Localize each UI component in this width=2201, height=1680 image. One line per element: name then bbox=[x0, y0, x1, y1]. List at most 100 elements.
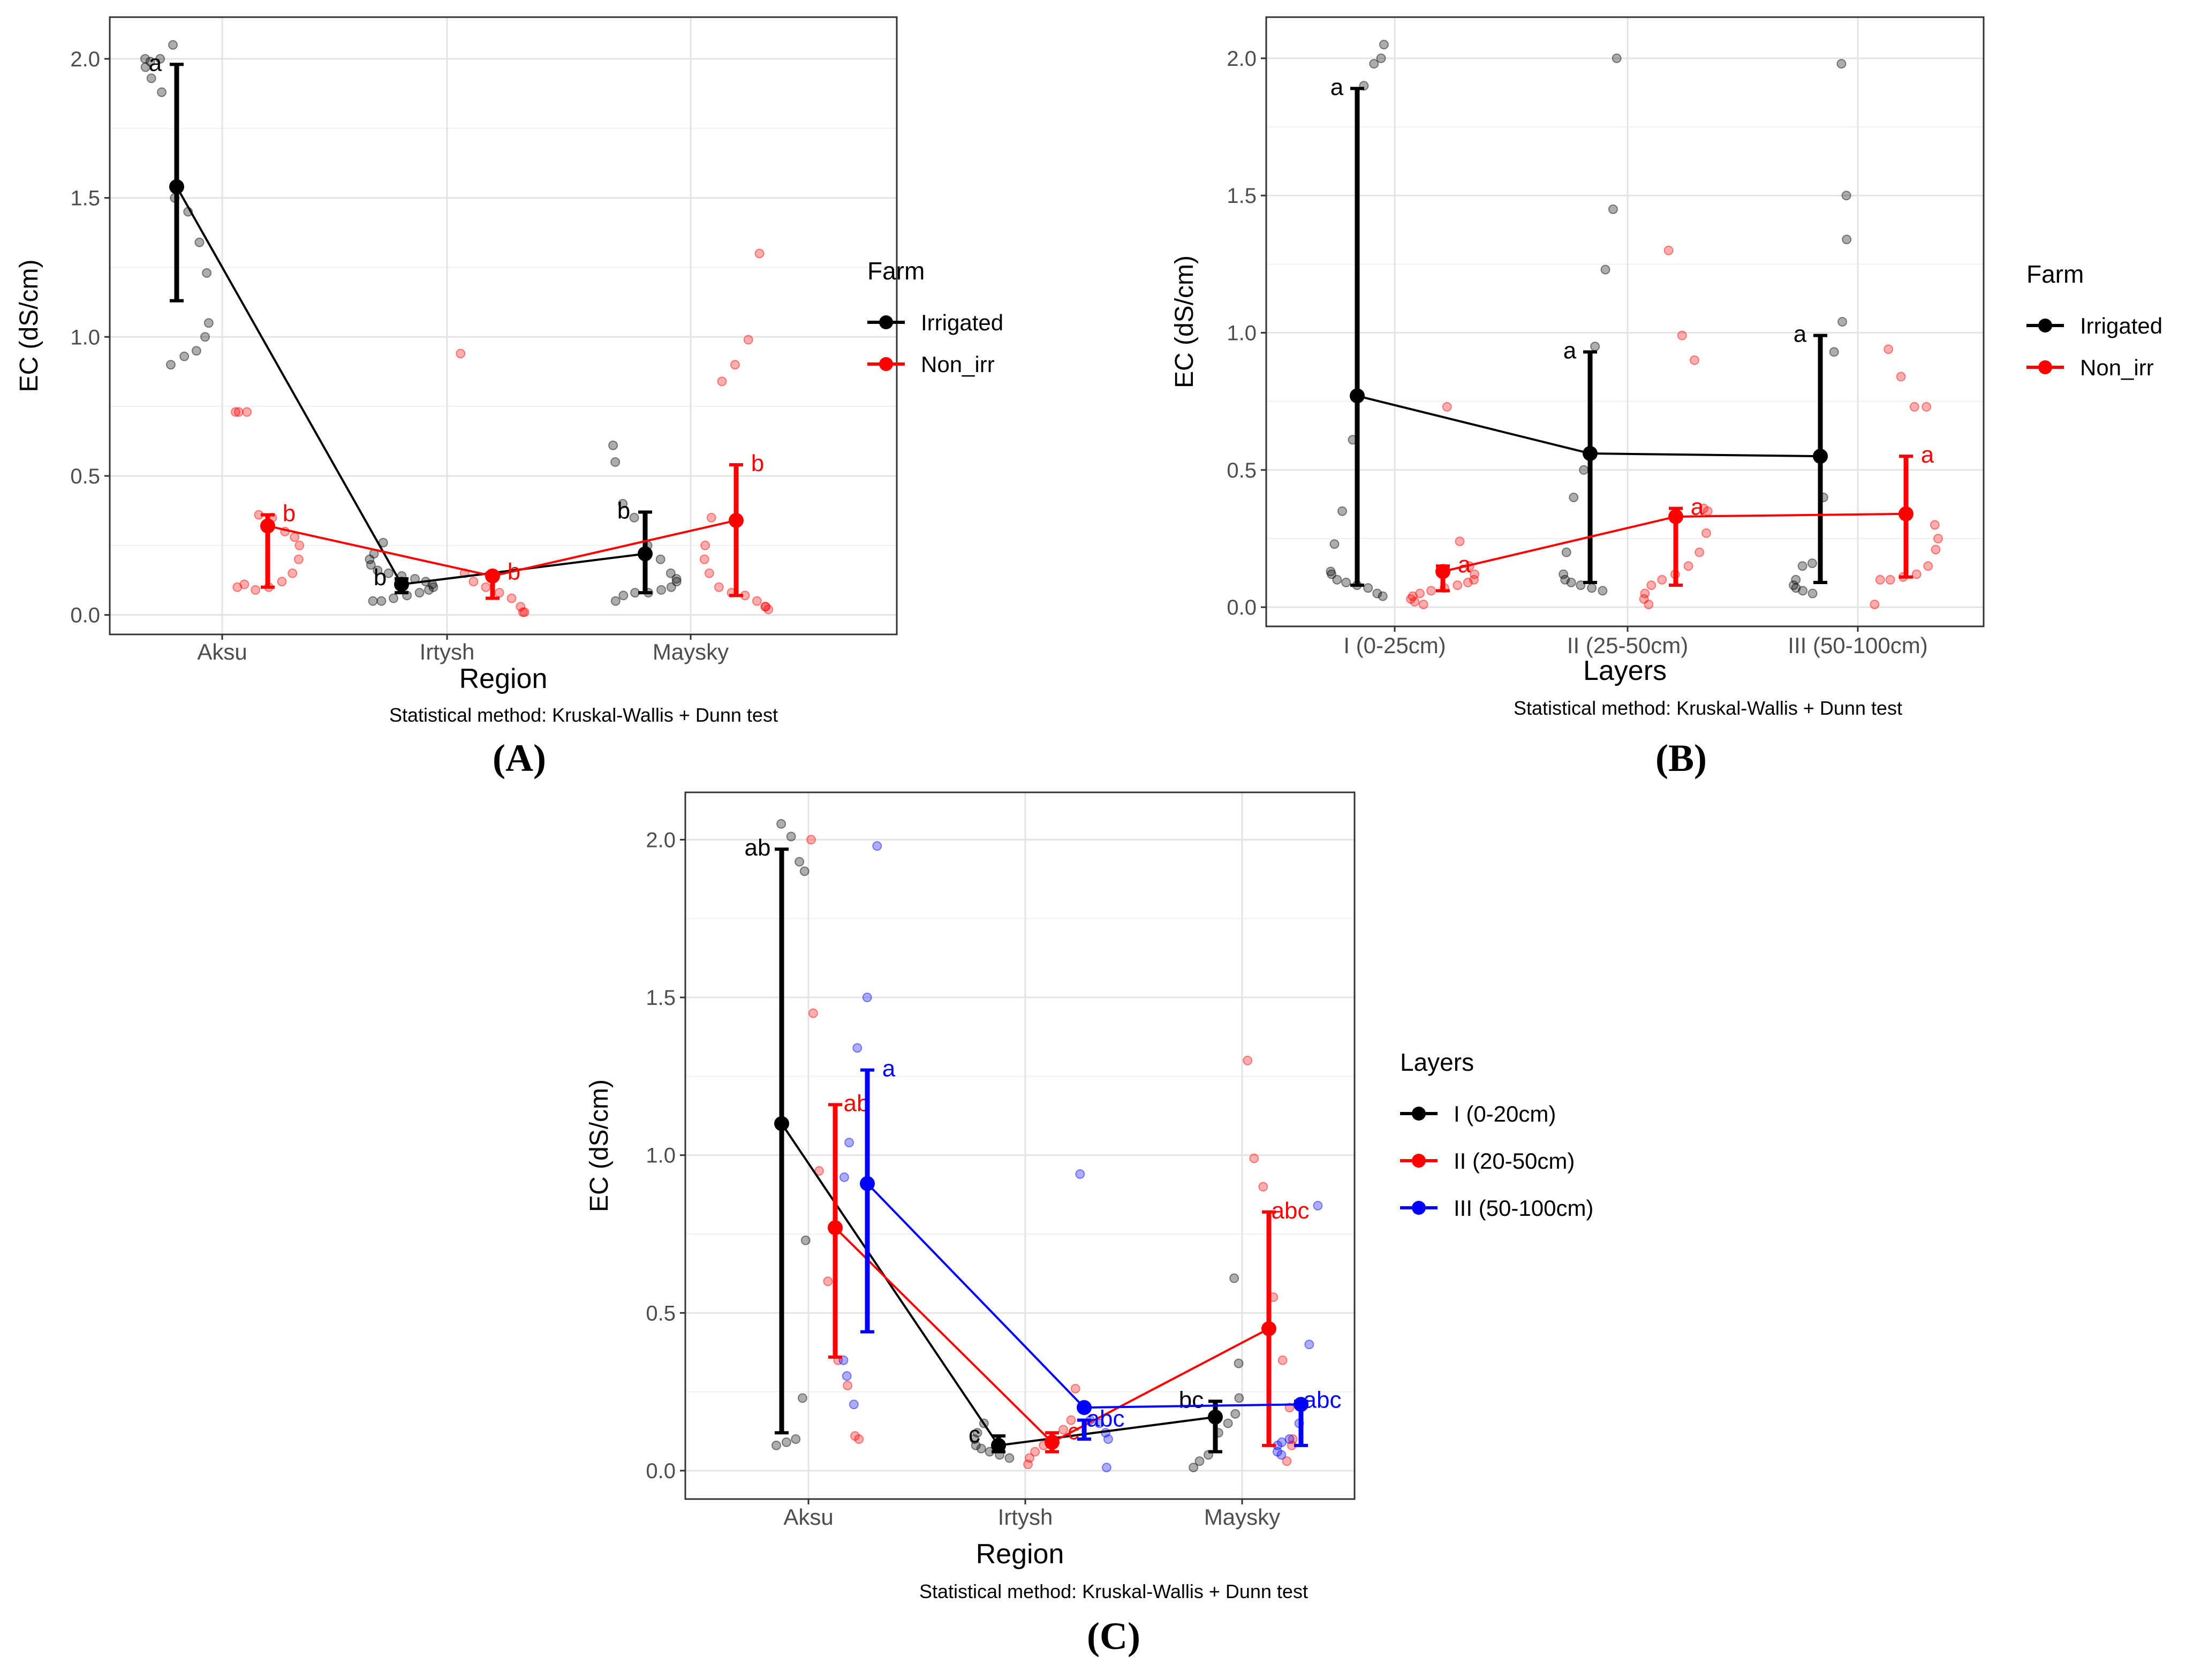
data-point bbox=[368, 596, 378, 606]
data-point bbox=[1657, 574, 1667, 585]
data-point bbox=[1455, 536, 1465, 547]
significance-letter: c bbox=[1068, 1418, 1079, 1444]
data-point bbox=[168, 40, 178, 50]
plot-border bbox=[1265, 16, 1985, 627]
data-point bbox=[203, 318, 214, 328]
data-point bbox=[165, 360, 176, 370]
data-point bbox=[1406, 594, 1416, 604]
data-point bbox=[140, 62, 150, 72]
data-point bbox=[1453, 580, 1463, 591]
data-point bbox=[666, 582, 676, 592]
significance-letter: b bbox=[283, 501, 296, 527]
data-point bbox=[1075, 1169, 1085, 1179]
data-point bbox=[743, 335, 753, 345]
data-point bbox=[1933, 533, 1943, 543]
data-point bbox=[1363, 583, 1373, 593]
mean-point bbox=[1813, 449, 1828, 464]
y-tick-label: 2.0 bbox=[70, 48, 100, 71]
y-tick-label: 1.5 bbox=[1227, 184, 1257, 208]
data-point bbox=[610, 457, 621, 467]
data-point bbox=[231, 407, 241, 417]
data-point bbox=[1600, 264, 1610, 275]
data-point bbox=[1639, 594, 1649, 604]
significance-letter: b bbox=[508, 559, 520, 585]
data-point bbox=[1569, 493, 1579, 503]
significance-letter: abc bbox=[1304, 1387, 1342, 1413]
data-point bbox=[1258, 1182, 1268, 1192]
x-tick-label: Maysky bbox=[653, 639, 729, 664]
x-axis-title: Layers bbox=[1583, 655, 1667, 686]
data-point bbox=[1469, 574, 1479, 585]
legend-label: Non_irr bbox=[2080, 355, 2154, 380]
mean-point bbox=[774, 1116, 789, 1131]
data-point bbox=[1410, 596, 1420, 607]
data-point bbox=[704, 568, 714, 578]
data-point bbox=[1884, 344, 1894, 354]
significance-letter: ab bbox=[745, 835, 771, 861]
mean-point bbox=[1077, 1400, 1092, 1416]
data-point bbox=[1579, 465, 1589, 475]
legend-label: I (0-20cm) bbox=[1454, 1101, 1556, 1126]
data-point bbox=[1695, 547, 1705, 557]
data-point bbox=[1842, 234, 1852, 245]
mean-point bbox=[485, 568, 500, 584]
data-point bbox=[1376, 53, 1386, 63]
data-point bbox=[1829, 347, 1839, 357]
plot-area bbox=[1266, 17, 1984, 626]
data-point bbox=[1442, 402, 1452, 412]
y-tick-label: 1.0 bbox=[70, 326, 100, 349]
data-point bbox=[976, 1443, 986, 1454]
data-point bbox=[294, 540, 305, 550]
data-point bbox=[1470, 569, 1480, 579]
legend-key-point bbox=[1412, 1201, 1426, 1215]
legend-title: Farm bbox=[2026, 260, 2084, 288]
data-point bbox=[1058, 1425, 1068, 1435]
data-point bbox=[1683, 561, 1693, 571]
data-point bbox=[1276, 1450, 1287, 1460]
data-point bbox=[754, 248, 765, 259]
data-point bbox=[1612, 53, 1622, 63]
data-point bbox=[1689, 355, 1699, 365]
data-point bbox=[1836, 59, 1847, 69]
data-point bbox=[1070, 1383, 1080, 1394]
significance-letter: a bbox=[882, 1056, 896, 1082]
data-point bbox=[1372, 588, 1382, 599]
data-point bbox=[233, 407, 244, 417]
data-point bbox=[1566, 577, 1576, 587]
data-point bbox=[1644, 599, 1654, 609]
data-point bbox=[1229, 1273, 1239, 1283]
data-point bbox=[1598, 586, 1608, 596]
data-point bbox=[1698, 503, 1708, 513]
significance-letter: b bbox=[374, 564, 387, 591]
x-tick-label: I (0-25cm) bbox=[1343, 633, 1446, 658]
significance-letter: bc bbox=[1179, 1387, 1204, 1413]
data-point bbox=[795, 857, 805, 867]
mean-point bbox=[1435, 564, 1450, 579]
data-point bbox=[872, 841, 882, 851]
data-point bbox=[862, 993, 872, 1003]
data-point bbox=[1304, 1340, 1314, 1350]
data-point bbox=[1463, 577, 1473, 587]
data-point bbox=[1646, 580, 1657, 591]
data-point bbox=[1798, 586, 1808, 596]
data-point bbox=[1272, 1447, 1282, 1457]
data-point bbox=[1587, 583, 1597, 593]
data-point bbox=[618, 498, 628, 509]
panel-label: (C) bbox=[1087, 1615, 1140, 1658]
data-point bbox=[1896, 372, 1906, 382]
data-point bbox=[157, 87, 167, 97]
data-point bbox=[630, 588, 640, 598]
data-point bbox=[1277, 1355, 1288, 1365]
data-point bbox=[852, 1043, 863, 1053]
data-point bbox=[1332, 574, 1342, 585]
data-point bbox=[518, 607, 528, 617]
data-point bbox=[428, 582, 438, 592]
data-point bbox=[1930, 520, 1940, 530]
data-point bbox=[791, 1434, 801, 1444]
mean-point bbox=[991, 1437, 1006, 1453]
data-point bbox=[700, 540, 710, 550]
data-point bbox=[202, 268, 212, 278]
data-point bbox=[1426, 586, 1436, 596]
chart-caption: Statistical method: Kruskal-Wallis + Dun… bbox=[389, 704, 778, 726]
data-point bbox=[1282, 1456, 1292, 1466]
